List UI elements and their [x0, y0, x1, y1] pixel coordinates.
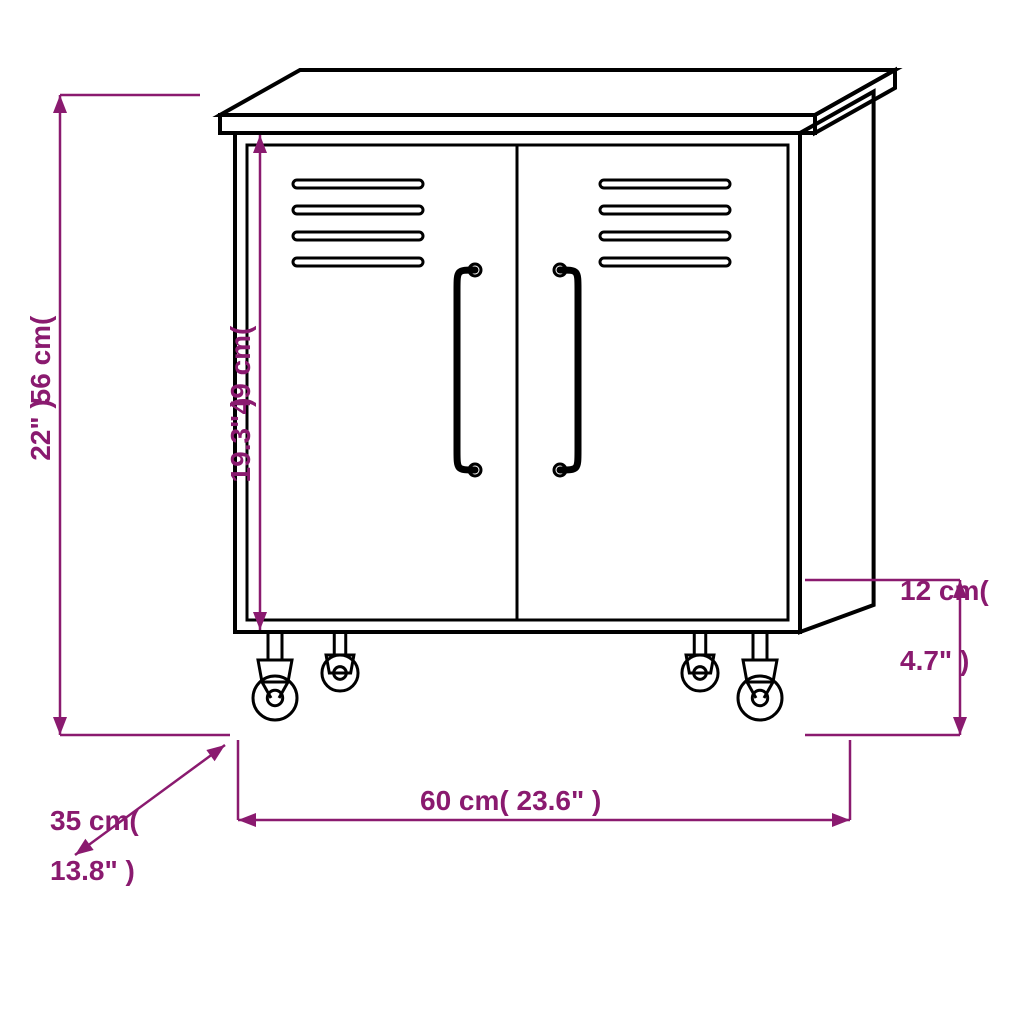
- svg-text:12 cm(: 12 cm(: [900, 575, 989, 606]
- svg-text:60 cm( 23.6" ): 60 cm( 23.6" ): [420, 785, 601, 816]
- svg-text:56 cm(: 56 cm(: [25, 315, 56, 404]
- svg-text:22" ): 22" ): [25, 399, 56, 461]
- svg-text:13.8" ): 13.8" ): [50, 855, 135, 886]
- svg-text:35 cm(: 35 cm(: [50, 805, 139, 836]
- svg-text:19.3" ): 19.3" ): [225, 398, 256, 483]
- svg-text:4.7" ): 4.7" ): [900, 645, 969, 676]
